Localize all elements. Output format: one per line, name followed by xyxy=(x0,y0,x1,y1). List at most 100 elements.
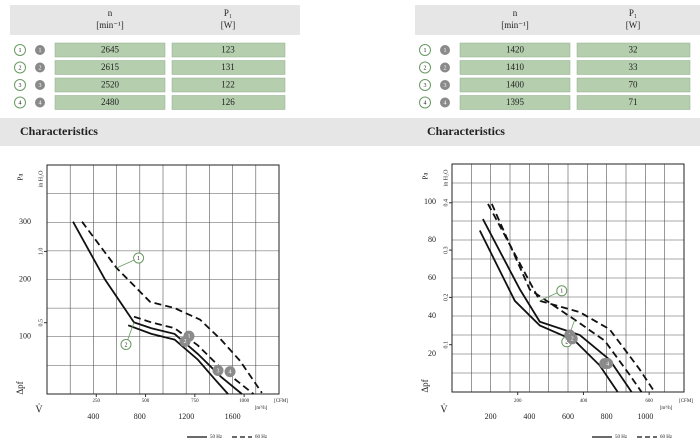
y-axis-label: Pa xyxy=(422,172,430,180)
operating-point-label: 3 xyxy=(216,368,219,374)
speed-cell xyxy=(54,95,166,110)
y-tick-label: 80 xyxy=(428,235,436,244)
legend-label: 50 Hz xyxy=(615,435,628,440)
power-value: 33 xyxy=(629,62,639,72)
y-axis-label: Pa xyxy=(17,173,25,181)
row-marker-label: 4 xyxy=(19,100,22,106)
x-symbol: V̇ xyxy=(440,403,448,415)
callout-marker xyxy=(120,338,132,350)
power-cell xyxy=(171,60,286,75)
fan-curve xyxy=(127,324,229,395)
speed-value: 2645 xyxy=(101,45,120,55)
row-marker-label: 4 xyxy=(424,100,427,106)
callout-label: 2 xyxy=(565,340,568,346)
speed-value: 1395 xyxy=(506,97,525,107)
row-marker xyxy=(419,44,431,56)
x-tick-label: 400 xyxy=(87,412,99,421)
header-unit: [min⁻¹] xyxy=(501,20,528,30)
y2-tick-label: 0.4 xyxy=(443,199,449,207)
row-point-label: 2 xyxy=(39,65,42,71)
x-tick-label: 400 xyxy=(523,412,535,421)
y-tick-label: 100 xyxy=(19,332,31,341)
row-marker xyxy=(14,44,26,56)
row-marker-label: 1 xyxy=(424,48,427,54)
y-tick-label: 200 xyxy=(19,274,31,283)
operating-point-label: 2 xyxy=(184,339,187,345)
speed-cell xyxy=(459,95,571,110)
power-cell xyxy=(576,60,691,75)
table-header xyxy=(415,5,700,35)
speed-cell xyxy=(459,77,571,93)
row-point-label: 4 xyxy=(39,100,42,106)
x2-tick-label: 200 xyxy=(514,399,522,404)
x2-unit: [CFM] xyxy=(274,399,288,404)
x2-tick-label: 1000 xyxy=(239,399,250,404)
power-value: 126 xyxy=(221,97,235,107)
x-tick-label: 800 xyxy=(601,412,613,421)
y2-tick-label: 1.0 xyxy=(38,248,44,256)
row-marker-label: 3 xyxy=(424,83,427,89)
fan-curve xyxy=(487,203,656,393)
speed-value: 2520 xyxy=(101,80,120,90)
row-marker-label: 2 xyxy=(424,65,427,71)
row-marker xyxy=(14,79,26,91)
x2-tick-label: 500 xyxy=(142,399,150,404)
row-point-marker xyxy=(440,62,450,73)
x-tick-label: 600 xyxy=(562,412,574,421)
y2-tick-label: 0.3 xyxy=(443,246,449,254)
operating-point xyxy=(212,365,224,377)
y-tick-label: 60 xyxy=(428,273,436,282)
operating-point-label: 1 xyxy=(187,334,190,340)
power-value: 131 xyxy=(221,62,235,72)
power-cell xyxy=(576,77,691,93)
fan-curve xyxy=(482,218,633,393)
fan-curve xyxy=(478,230,619,393)
x-tick-label: 800 xyxy=(134,412,146,421)
speed-cell xyxy=(459,42,571,58)
header-symbol: P₁ xyxy=(629,8,637,18)
header-symbol: P₁ xyxy=(224,8,232,18)
y2-tick-label: 0.5 xyxy=(38,319,44,327)
row-point-label: 3 xyxy=(39,83,42,89)
x2-tick-label: 600 xyxy=(645,399,653,404)
x2-tick-label: 750 xyxy=(191,399,199,404)
y-tick-label: 100 xyxy=(424,197,436,206)
power-value: 70 xyxy=(629,80,639,90)
power-cell xyxy=(576,42,691,58)
power-value: 71 xyxy=(629,97,638,107)
row-marker xyxy=(14,61,26,74)
operating-point-label: 2 xyxy=(571,337,574,343)
row-point-marker xyxy=(440,45,450,55)
row-point-marker xyxy=(440,97,450,108)
x-symbol: V̇ xyxy=(35,403,43,415)
row-marker-label: 2 xyxy=(19,65,22,71)
y2-axis-label: in H₂O xyxy=(38,170,44,188)
y-tick-label: 300 xyxy=(19,217,31,226)
speed-value: 1420 xyxy=(506,45,525,55)
operating-point-label: 4 xyxy=(606,361,609,367)
row-point-label: 3 xyxy=(444,83,447,89)
x-tick-label: 1600 xyxy=(225,412,241,421)
speed-value: 1400 xyxy=(506,80,525,90)
row-point-label: 1 xyxy=(39,48,42,54)
plot-frame xyxy=(451,163,685,393)
x-tick-label: 1000 xyxy=(637,412,653,421)
legend-label: 50 Hz xyxy=(210,435,223,440)
x-unit: [m³/h] xyxy=(660,405,673,411)
y2-axis-label: in H₂O xyxy=(443,169,449,187)
power-cell xyxy=(576,95,691,110)
row-point-marker xyxy=(35,45,45,55)
power-value: 122 xyxy=(221,80,235,90)
row-point-marker xyxy=(35,62,45,73)
callout-label: 1 xyxy=(137,256,140,262)
row-marker xyxy=(419,61,431,74)
y-symbol: Δpf xyxy=(15,381,25,394)
operating-point xyxy=(566,333,578,345)
plot-frame xyxy=(46,164,280,395)
y2-tick-label: 0.1 xyxy=(443,341,449,349)
section-title: Characteristics xyxy=(427,124,505,138)
speed-cell xyxy=(54,60,166,75)
operating-point xyxy=(224,366,236,378)
x2-tick-label: 250 xyxy=(93,399,101,404)
